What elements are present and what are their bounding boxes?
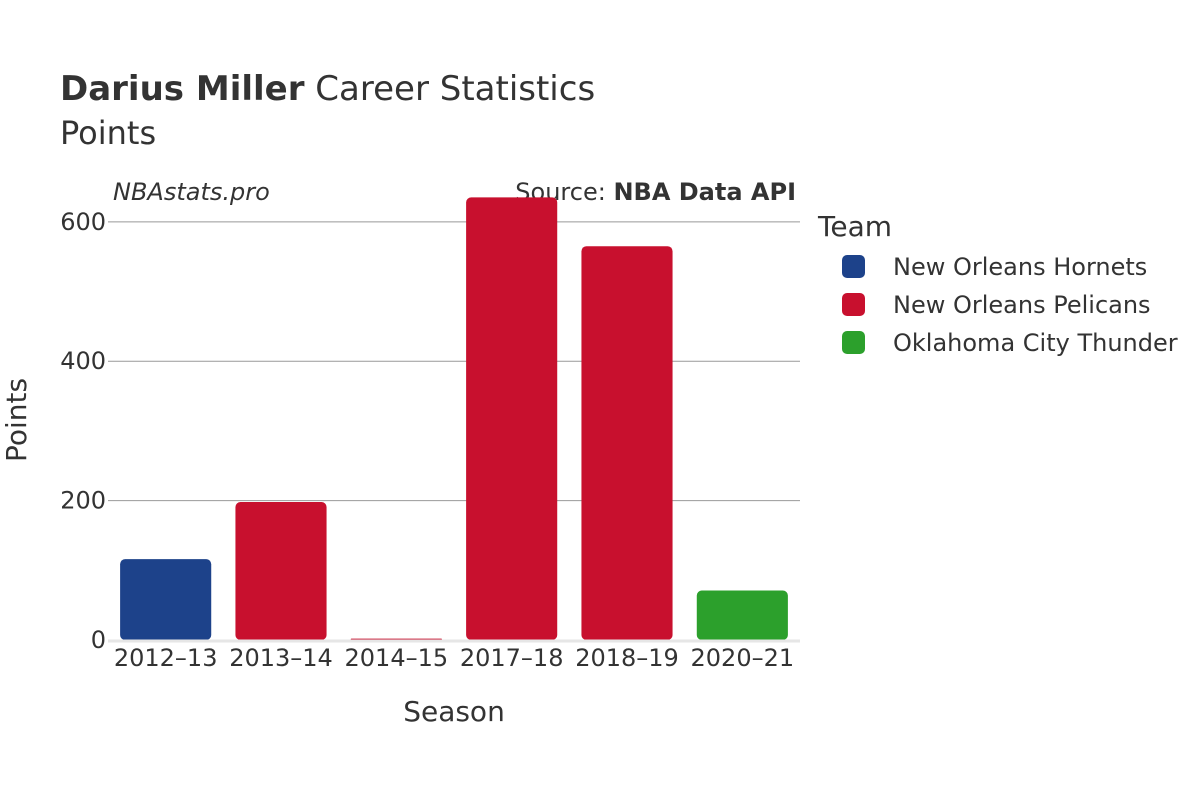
legend-swatch[interactable] bbox=[842, 331, 865, 354]
bar-2018–19[interactable] bbox=[581, 246, 673, 640]
x-axis-title: Season bbox=[403, 695, 505, 728]
legend: New Orleans Hornets New Orleans Pelicans O… bbox=[842, 253, 1178, 357]
x-tick-label: 2012–13 bbox=[114, 644, 218, 672]
bar-2012–13[interactable] bbox=[120, 559, 212, 640]
x-axis-ticks: 2012–13 2013–14 2014–15 2017–18 2018–19 2020–… bbox=[114, 644, 794, 672]
grid-lines bbox=[108, 221, 800, 502]
chart-title: Darius Miller Career Statistics bbox=[60, 69, 595, 109]
source-credit: Source: NBA Data API bbox=[515, 178, 796, 206]
legend-label[interactable]: New Orleans Pelicans bbox=[893, 291, 1151, 319]
source-name: NBA Data API bbox=[613, 178, 796, 206]
legend-swatch[interactable] bbox=[842, 293, 865, 316]
bar-2013–14[interactable] bbox=[235, 502, 327, 640]
chart-subtitle: Points bbox=[60, 114, 156, 152]
x-tick-label: 2020–21 bbox=[691, 644, 795, 672]
bar-2017–18[interactable] bbox=[466, 197, 558, 640]
legend-label[interactable]: Oklahoma City Thunder bbox=[893, 329, 1178, 357]
bars bbox=[120, 197, 788, 640]
y-tick-label: 200 bbox=[60, 487, 106, 515]
y-tick-label: 400 bbox=[60, 347, 106, 375]
y-tick-label: 0 bbox=[91, 626, 106, 654]
x-tick-label: 2018–19 bbox=[575, 644, 679, 672]
y-axis-ticks: 0 200 400 600 bbox=[60, 208, 106, 654]
y-tick-label: 600 bbox=[60, 208, 106, 236]
watermark: NBAstats.pro bbox=[113, 178, 270, 206]
y-axis-title: Points bbox=[0, 378, 33, 462]
legend-swatch[interactable] bbox=[842, 255, 865, 278]
x-tick-label: 2013–14 bbox=[229, 644, 333, 672]
chart-title-rest: Career Statistics bbox=[305, 69, 596, 109]
bar-2020–21[interactable] bbox=[696, 590, 788, 640]
legend-title: Team bbox=[817, 210, 892, 243]
legend-label[interactable]: New Orleans Hornets bbox=[893, 253, 1147, 281]
x-tick-label: 2017–18 bbox=[460, 644, 564, 672]
x-tick-label: 2014–15 bbox=[345, 644, 449, 672]
chart-title-player: Darius Miller bbox=[60, 69, 305, 109]
